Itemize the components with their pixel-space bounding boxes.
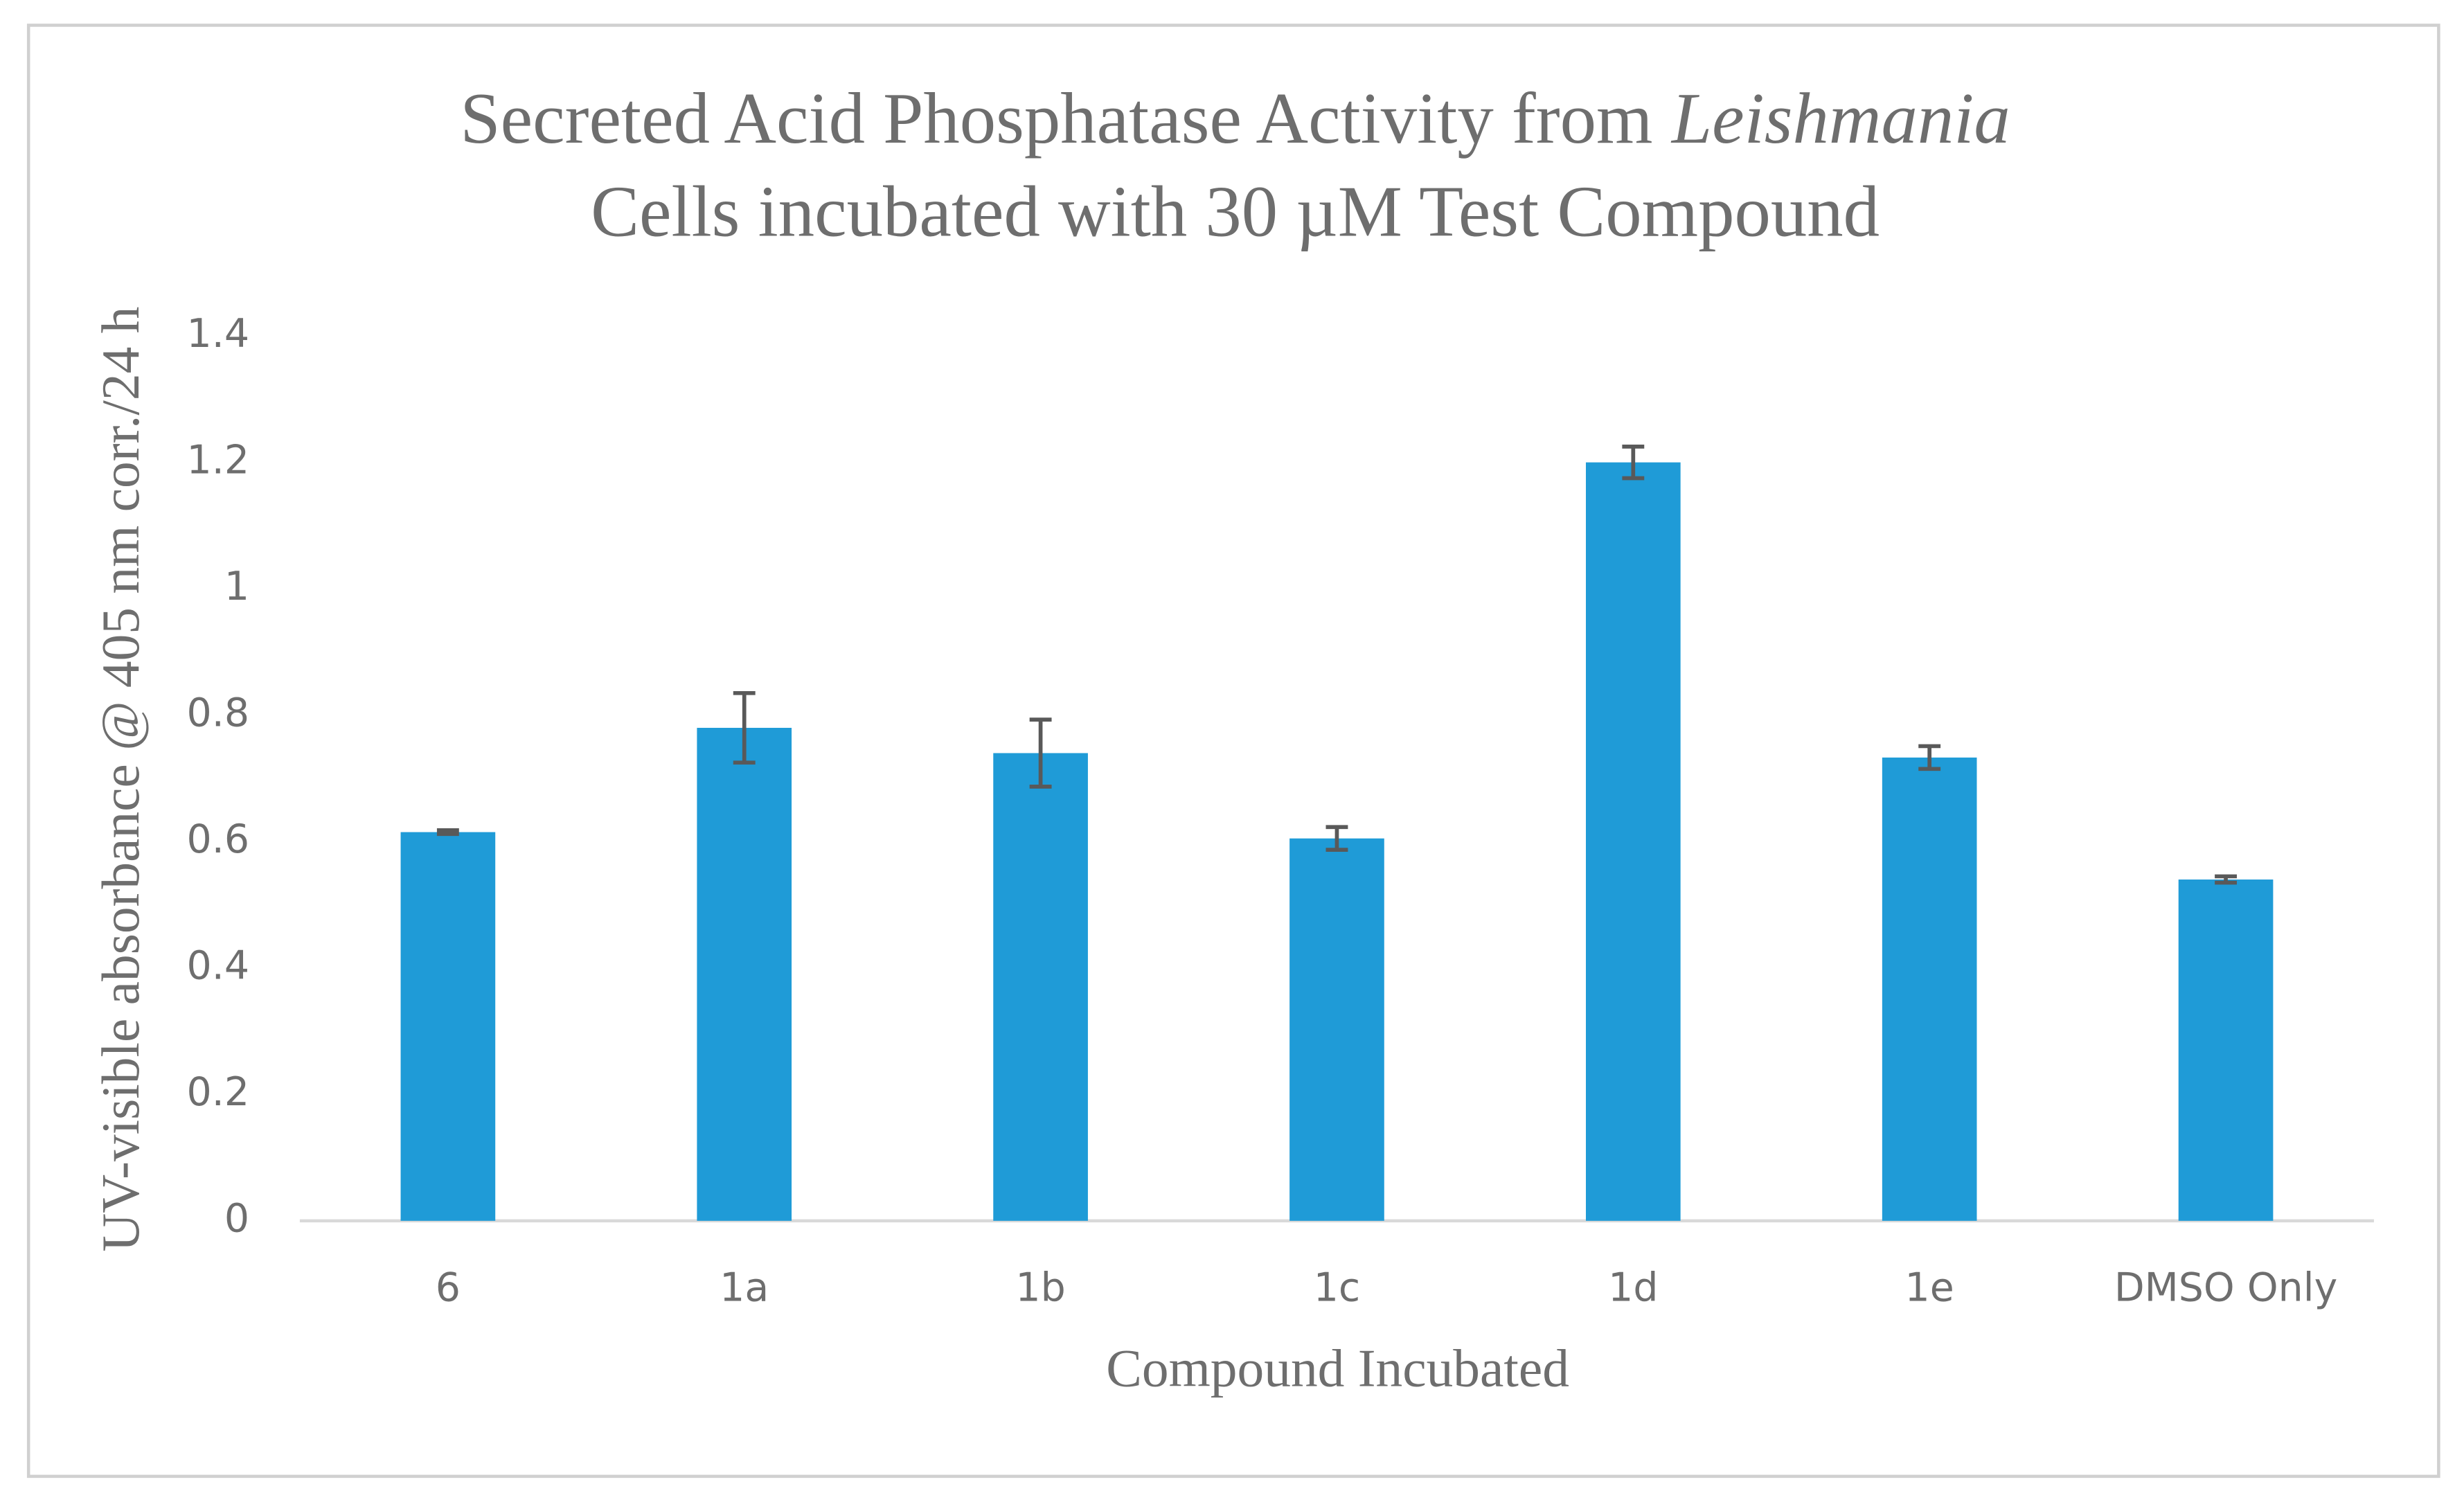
chart-title: Secreted Acid Phosphatase Activity from L… (460, 78, 2010, 159)
y-tick-label: 0.4 (186, 943, 249, 988)
x-tick-label: 1e (1905, 1265, 1954, 1311)
x-axis-title: Compound Incubated (1106, 1339, 1569, 1398)
error-bar (733, 690, 756, 765)
bar (1289, 838, 1384, 1221)
x-tick-label: 1d (1608, 1265, 1658, 1311)
error-bar (436, 828, 459, 837)
bar (1882, 757, 1977, 1221)
title-part: Secreted Acid Phosphatase Activity from (460, 78, 1652, 159)
bar (697, 727, 792, 1221)
bar (400, 832, 496, 1221)
x-tick-label: DMSO Only (2114, 1265, 2337, 1311)
chart-title: Cells incubated with 30 µM Test Compound (591, 172, 1880, 252)
chart-border (26, 24, 2440, 1479)
y-tick-label: 1.4 (186, 311, 249, 357)
y-tick-label: 1 (224, 564, 249, 609)
error-bar (1622, 444, 1645, 481)
y-tick-label: 1.2 (186, 437, 249, 483)
y-tick-label: 0.8 (186, 690, 249, 735)
y-axis-title: UV-visible absorbance @ 405 nm corr./24 … (91, 307, 150, 1252)
error-bar (1029, 717, 1052, 789)
y-tick-label: 0.6 (186, 816, 249, 862)
y-tick-label: 0.2 (186, 1069, 249, 1115)
x-tick-label: 6 (436, 1265, 461, 1311)
y-tick-label: 0 (224, 1195, 249, 1241)
x-tick-label: 1b (1015, 1265, 1065, 1311)
error-bar (1325, 825, 1348, 852)
bar (1585, 462, 1681, 1221)
x-tick-label: 1a (720, 1265, 769, 1311)
x-tick-label: 1c (1314, 1265, 1361, 1311)
bar (2178, 880, 2274, 1221)
title-part: Leishmania (1670, 78, 2010, 159)
error-bar (2215, 874, 2237, 885)
bar (993, 753, 1088, 1221)
error-bar (1918, 744, 1941, 771)
